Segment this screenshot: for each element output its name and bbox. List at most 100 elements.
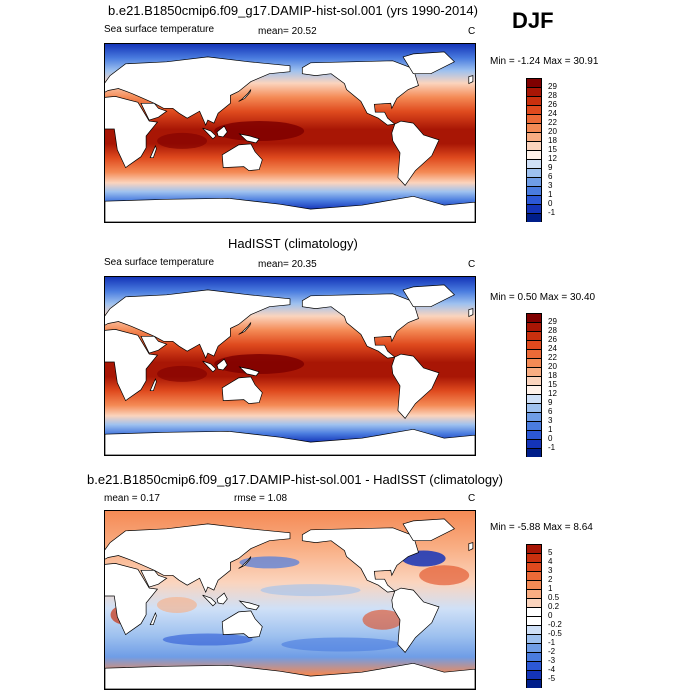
colorbar-tick-label: 15 [548,145,557,154]
panel-1-units-label: C [468,26,476,37]
anomaly-region [281,637,402,652]
panel-1-mean-label: mean= 20.52 [258,26,317,37]
colorbar-box [526,204,542,213]
colorbar-tick-label: 28 [548,326,557,335]
colorbar-tick-label: 24 [548,344,557,353]
colorbar-tick-label: 6 [548,407,553,416]
colorbar-box [526,403,542,412]
colorbar-tick-label: 6 [548,172,553,181]
colorbar-box [526,213,542,222]
panel-3-map [104,510,476,690]
warm-pool [157,132,208,149]
continent-outline [221,610,263,638]
continent-outline [391,120,440,186]
colorbar-tick-label: 26 [548,335,557,344]
continent-outline [238,600,260,611]
colorbar-box [526,430,542,439]
continent-outline [216,125,228,138]
continent-outline [238,322,252,335]
panel-2-colorbar: 29 28 26 24 22 20 18 15 12 9 6 3 1 0 -1 [526,313,557,457]
colorbar-box [526,177,542,186]
continent-outline [468,75,474,85]
colorbar-box [526,87,542,96]
colorbar-tick-label: 28 [548,91,557,100]
colorbar-box [526,340,542,349]
colorbar-box [526,331,542,340]
colorbar-box [526,114,542,123]
colorbar-tick-label: 26 [548,100,557,109]
panel-2-variable-label: Sea surface temperature [104,257,215,268]
colorbar-tick-label: 3 [548,566,553,575]
colorbar-box [526,168,542,177]
panel-3-rmse-label: rmse = 1.08 [234,493,288,504]
continent-outline [105,523,291,593]
colorbar-tick-label: 0 [548,199,553,208]
colorbar-box [526,150,542,159]
anomaly-region [156,596,197,613]
panel-1-variable-label: Sea surface temperature [104,24,215,35]
colorbar-tick-label: 9 [548,398,553,407]
colorbar-box [526,421,542,430]
panel-3-colorbar: 5 4 3 2 1 0.5 0.2 0 -0.2 -0.5 -1 -2 -3 -4 -5 [526,544,562,688]
colorbar-tick-label: 1 [548,425,553,434]
continent-outline [216,358,228,371]
continent-outline [105,195,475,222]
colorbar-tick-label: 12 [548,154,557,163]
continent-outline [140,335,168,354]
continent-outline [238,133,260,144]
colorbar-box [526,385,542,394]
continent-outline [149,377,157,392]
continent-outline [149,611,157,626]
panel-3-title: b.e21.B1850cmip6.f09_g17.DAMIP-hist-sol.… [87,472,503,487]
season-label: DJF [512,8,554,33]
colorbar-box [526,679,542,688]
colorbar-box [526,589,542,598]
colorbar-tick-label: 18 [548,371,557,380]
colorbar-tick-label: 22 [548,353,557,362]
colorbar-tick-label: 22 [548,118,557,127]
colorbar-tick-label: 24 [548,109,557,118]
panel-2-map [104,276,476,456]
colorbar-tick-label: 0 [548,611,553,620]
colorbar-box [526,105,542,114]
colorbar-tick-label: -4 [548,665,556,674]
colorbar-tick-label: 9 [548,163,553,172]
panel-3-minmax-label: Min = -5.88 Max = 8.64 [490,522,593,533]
colorbar-tick-label: 29 [548,317,557,326]
colorbar-tick-label: 29 [548,82,557,91]
colorbar-box [526,358,542,367]
continent-outline [105,428,475,455]
panel-1-minmax-label: Min = -1.24 Max = 30.91 [490,56,599,67]
colorbar-box [526,571,542,580]
colorbar-box [526,349,542,358]
continent-outline [140,102,168,121]
colorbar-tick-label: 0.2 [548,602,560,611]
anomaly-region [362,609,403,630]
colorbar-tick-label: 20 [548,362,557,371]
colorbar-box [526,394,542,403]
anomaly-region [162,633,253,646]
colorbar-tick-label: 2 [548,575,553,584]
warm-pool [157,365,208,382]
continent-outline [202,360,217,373]
colorbar-tick-label: 4 [548,557,553,566]
colorbar-box [526,562,542,571]
panel-3-mean-label: mean = 0.17 [104,493,160,504]
colorbar-box [526,661,542,670]
panel-1-colorbar: 29 28 26 24 22 20 18 15 12 9 6 3 1 0 -1 [526,78,557,222]
anomaly-region [419,565,470,586]
colorbar-tick-label: 3 [548,416,553,425]
colorbar-tick-label: -1 [548,443,556,452]
colorbar-tick-label: 12 [548,389,557,398]
colorbar-box [526,376,542,385]
colorbar-tick-label: 1 [548,190,553,199]
continent-outline [468,308,474,318]
colorbar-box [526,195,542,204]
colorbar-tick-label: 3 [548,181,553,190]
colorbar-box [526,367,542,376]
colorbar-box [526,439,542,448]
colorbar-tick-label: 18 [548,136,557,145]
colorbar-box [526,634,542,643]
colorbar-box [526,616,542,625]
colorbar-box [526,313,542,322]
